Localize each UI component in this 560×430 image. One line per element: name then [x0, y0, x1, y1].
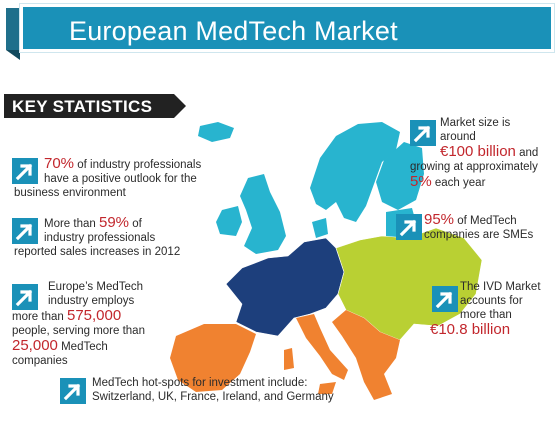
- stat-market-size-text-3: and: [519, 147, 539, 159]
- stat-employs-text-1: Europe’s MedTech: [48, 281, 144, 293]
- stat-market-size-value-2: 5%: [410, 173, 432, 190]
- stat-market-size-text-1: Market size is: [440, 117, 511, 129]
- trend-up-arrow-icon: [12, 158, 38, 184]
- map-ireland: [216, 206, 242, 236]
- map-scandinavia: [310, 122, 400, 222]
- stat-sales-text-1b: of: [132, 218, 142, 230]
- stat-smes-value: 95%: [424, 211, 455, 228]
- stat-employs-value-2: 25,000: [12, 337, 58, 354]
- stat-sales-text-2: industry professionals: [44, 232, 156, 244]
- key-statistics-banner: [4, 94, 174, 118]
- stat-outlook-text-1: of industry professionals: [77, 159, 202, 171]
- map-iceland: [198, 122, 234, 142]
- stat-employs-value: 575,000: [66, 307, 122, 324]
- stat-outlook-text-2: have a positive outlook for the: [44, 173, 197, 185]
- stat-employs: Europe’s MedTech industry employs more t…: [12, 280, 145, 368]
- stat-sales-value: 59%: [98, 214, 130, 231]
- europe-map: [170, 122, 483, 400]
- stat-market-size-text-4: growing at approximately: [410, 161, 538, 173]
- stat-ivd-text-1: The IVD Market: [460, 281, 541, 293]
- key-statistics-label: KEY STATISTICS: [12, 97, 153, 116]
- stat-outlook-text-3: business environment: [14, 187, 126, 199]
- map-sardinia: [284, 348, 294, 370]
- stat-employs-text-6: companies: [12, 355, 68, 367]
- trend-up-arrow-icon: [60, 378, 86, 404]
- stat-outlook: 70% of industry professionals have a pos…: [14, 155, 202, 200]
- map-finland: [376, 142, 424, 210]
- stat-smes-text-1: of MedTech: [457, 215, 517, 227]
- stat-market-size-value: €100 billion: [440, 143, 516, 160]
- map-balkans: [332, 310, 400, 400]
- map-western-europe: [225, 237, 345, 337]
- page-title: European MedTech Market: [69, 16, 398, 46]
- stat-hotspots-text-2: Switzerland, UK, France, Ireland, and Ge…: [92, 391, 334, 403]
- stat-employs-text-4: people, serving more than: [12, 325, 145, 337]
- header-ribbon: European MedTech Market: [20, 4, 554, 52]
- map-sicily: [318, 382, 336, 394]
- stat-outlook-value: 70%: [44, 155, 75, 172]
- stat-market-size-text-5: each year: [434, 177, 486, 189]
- stat-market-size-text-2: around: [440, 131, 476, 143]
- stat-sales-text-3: reported sales increases in 2012: [14, 246, 181, 258]
- stat-employs-text-3a: more than: [12, 311, 64, 323]
- stat-sales-text-1a: More than: [44, 218, 96, 230]
- map-italy: [296, 314, 348, 380]
- stat-sales: More than 59% of industry professionals …: [14, 214, 180, 259]
- stat-employs-text-5: MedTech: [61, 341, 108, 353]
- ribbon-fold: [6, 50, 20, 60]
- stat-hotspots-text-1: MedTech hot-spots for investment include…: [92, 377, 308, 389]
- map-iberia: [170, 324, 256, 392]
- trend-up-arrow-icon: [12, 218, 38, 244]
- trend-up-arrow-icon: [410, 120, 436, 146]
- banner-arrow: [174, 94, 186, 118]
- trend-up-arrow-icon: [12, 284, 38, 310]
- stat-ivd: The IVD Market accounts for more than €1…: [430, 280, 541, 338]
- map-denmark: [312, 218, 328, 238]
- stat-smes-text-2: companies are SMEs: [424, 229, 534, 241]
- trend-up-arrow-icon: [396, 214, 422, 240]
- stat-ivd-text-3: more than: [460, 309, 512, 321]
- stat-ivd-value: €10.8 billion: [430, 321, 511, 338]
- map-great-britain: [240, 174, 286, 254]
- stat-ivd-text-2: accounts for: [460, 295, 523, 307]
- stat-market-size: Market size is around €100 billion and g…: [410, 116, 539, 190]
- trend-up-arrow-icon: [432, 286, 458, 312]
- stat-hotspots: MedTech hot-spots for investment include…: [92, 376, 334, 404]
- stat-smes: 95% of MedTech companies are SMEs: [424, 212, 533, 242]
- stat-employs-text-2: industry employs: [48, 295, 135, 307]
